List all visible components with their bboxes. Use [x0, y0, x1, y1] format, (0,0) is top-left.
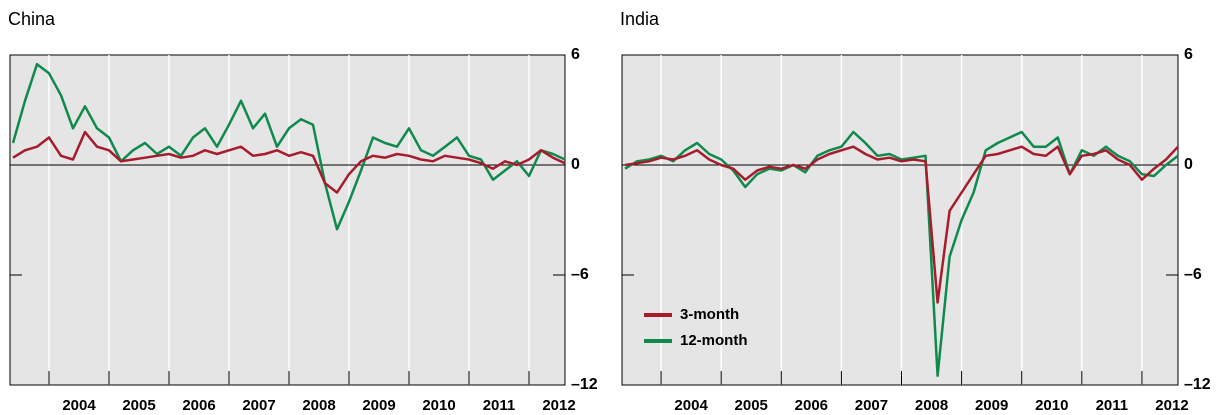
x-tick-label: 2011 [1096, 397, 1129, 414]
x-tick-label: 2008 [302, 397, 335, 414]
x-tick-label: 2006 [795, 397, 828, 414]
plot-area [621, 54, 1179, 386]
x-tick-label: 2010 [422, 397, 455, 414]
legend-label: 3-month [680, 306, 739, 323]
x-tick-label: 2011 [483, 397, 516, 414]
x-tick-label: 2010 [1035, 397, 1068, 414]
y-tick-label: –12 [571, 376, 598, 393]
legend-label: 12-month [680, 332, 748, 349]
chart-title: China [8, 9, 56, 29]
x-tick-label: 2004 [62, 397, 96, 414]
x-tick-label: 2004 [674, 397, 708, 414]
plot-area [9, 54, 566, 386]
x-tick-label: 2012 [1155, 397, 1188, 414]
series-line [624, 130, 1179, 378]
series-line [624, 145, 1179, 304]
y-tick-label: 6 [571, 46, 580, 63]
x-tick-label: 2009 [362, 397, 395, 414]
series-line [12, 130, 566, 194]
x-tick-label: 2005 [122, 397, 155, 414]
y-tick-label: –6 [571, 266, 589, 283]
x-tick-label: 2007 [242, 397, 275, 414]
y-tick-label: 6 [1184, 46, 1193, 63]
y-tick-label: –12 [1184, 376, 1211, 393]
x-tick-label: 2012 [542, 397, 575, 414]
y-tick-label: 0 [1184, 156, 1193, 173]
x-tick-label: 2008 [915, 397, 948, 414]
x-tick-label: 2006 [182, 397, 215, 414]
x-tick-label: 2009 [975, 397, 1008, 414]
x-tick-label: 2005 [735, 397, 768, 414]
chart-title: India [620, 9, 660, 29]
y-tick-label: 0 [571, 156, 580, 173]
x-tick-label: 2007 [855, 397, 888, 414]
y-tick-label: –6 [1184, 266, 1202, 283]
series-line [11, 62, 566, 231]
